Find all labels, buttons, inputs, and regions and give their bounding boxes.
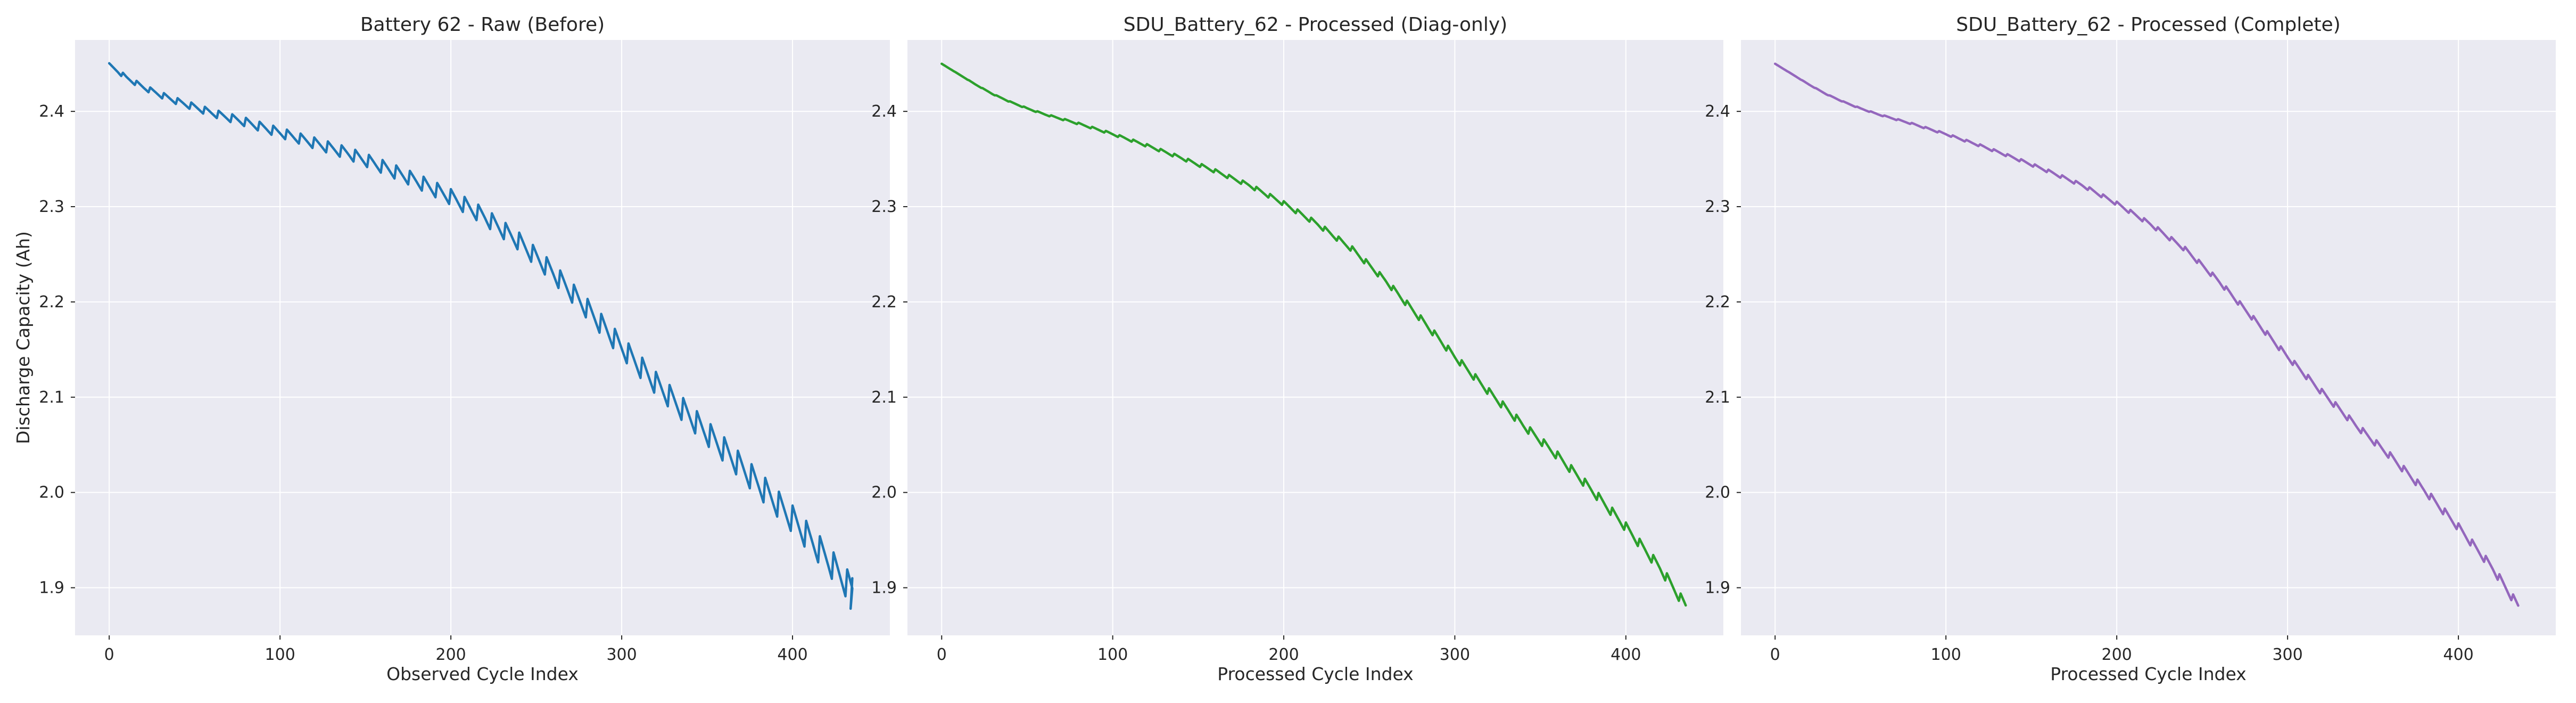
- series-line-1: [940, 62, 1687, 607]
- x-tick-label: 400: [777, 645, 807, 664]
- y-tick-label: 2.0: [39, 484, 64, 502]
- y-tick-label: 1.9: [1705, 579, 1730, 598]
- y-tick-label: 2.2: [39, 293, 64, 312]
- y-tick-label: 2.4: [871, 102, 897, 121]
- y-tick-label: 2.1: [39, 388, 64, 407]
- x-tick-label: 200: [1268, 645, 1299, 664]
- chart-title: SDU_Battery_62 - Processed (Complete): [1956, 14, 2340, 36]
- y-axis-label: Discharge Capacity (Ah): [13, 231, 34, 444]
- y-tick-label: 2.1: [871, 388, 897, 407]
- y-tick-label: 2.3: [1705, 198, 1730, 216]
- x-tick-label: 400: [1611, 645, 1641, 664]
- y-tick-label: 1.9: [39, 579, 64, 598]
- x-tick-label: 100: [1097, 645, 1128, 664]
- x-axis-label: Processed Cycle Index: [2050, 664, 2246, 684]
- x-tick-label: 0: [1770, 645, 1780, 664]
- y-tick-label: 2.2: [1705, 293, 1730, 312]
- y-tick-label: 2.2: [871, 293, 897, 312]
- plot-area: [75, 40, 890, 635]
- x-axis-label: Observed Cycle Index: [386, 664, 579, 684]
- plot-area: [907, 40, 1723, 635]
- y-tick-label: 2.4: [39, 102, 64, 121]
- y-tick-label: 2.1: [1705, 388, 1730, 407]
- x-tick-label: 0: [104, 645, 114, 664]
- series-line-1: [1773, 62, 2520, 607]
- chart-panel-2: 0 100 200 300 400 1.9 2.0 2.1 2.2 2.3 2.4 SDU_Batte…: [871, 14, 1723, 684]
- y-tick-label: 2.4: [1705, 102, 1730, 121]
- x-tick-label: 0: [937, 645, 947, 664]
- y-tick-label: 2.3: [871, 198, 897, 216]
- x-tick-label: 200: [435, 645, 466, 664]
- chart-panel-3: 0 100 200 300 400 1.9 2.0 2.1 2.2 2.3 2.4 SDU_Batte…: [1705, 14, 2556, 684]
- plot-area: [1741, 40, 2556, 635]
- y-tick-label: 2.0: [1705, 484, 1730, 502]
- x-tick-label: 200: [2101, 645, 2132, 664]
- x-axis-label: Processed Cycle Index: [1217, 664, 1413, 684]
- y-tick-label: 2.0: [871, 484, 897, 502]
- x-tick-label: 300: [2272, 645, 2302, 664]
- chart-title: Battery 62 - Raw (Before): [360, 14, 605, 36]
- chart-title: SDU_Battery_62 - Processed (Diag-only): [1124, 14, 1507, 36]
- y-tick-label: 1.9: [871, 579, 897, 598]
- series-line-1: [108, 62, 854, 610]
- x-tick-label: 100: [265, 645, 295, 664]
- y-tick-label: 2.3: [39, 198, 64, 216]
- x-tick-label: 300: [1440, 645, 1470, 664]
- x-tick-label: 100: [1931, 645, 1961, 664]
- x-tick-label: 400: [2443, 645, 2473, 664]
- chart-panel-1: 0 100 200 300 400 1.9 2.0 2.1 2.2 2.3 2.4 Battery 6…: [13, 14, 890, 684]
- x-tick-label: 300: [606, 645, 637, 664]
